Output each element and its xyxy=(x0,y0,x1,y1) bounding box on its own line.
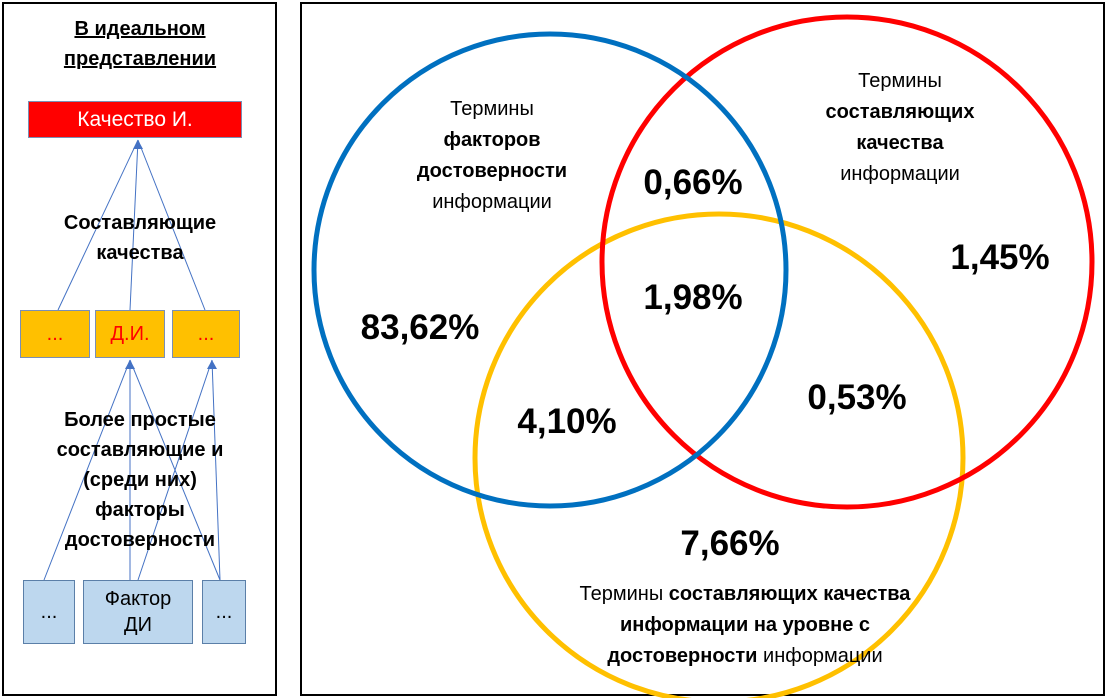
factor-box-left: ... xyxy=(23,580,75,644)
blue-set-label: Термины факторов достоверности информаци… xyxy=(416,98,568,213)
red-only-value: 1,45% xyxy=(950,238,1050,277)
red-circle xyxy=(599,14,1095,510)
yellow-circle xyxy=(472,211,966,698)
venn-panel xyxy=(300,2,1105,696)
simple-components-label: Более простые составляющие и (среди них)… xyxy=(56,409,224,551)
factor-box-right: ... xyxy=(202,580,246,644)
components-label: Составляющие качества xyxy=(63,212,217,264)
yellow-set-label: Термины составляющих качества информации… xyxy=(579,583,911,667)
red-set-label: Термины составляющих качества информации xyxy=(825,70,975,185)
hierarchy-heading: В идеальном представлении xyxy=(63,18,217,70)
yellow-only-value: 7,66% xyxy=(680,524,780,563)
blue-circle xyxy=(311,31,789,509)
blue-only-value: 83,62% xyxy=(360,308,480,347)
red-yellow-value: 0,53% xyxy=(807,378,907,417)
reliability-box: Д.И. xyxy=(95,310,165,358)
component-box-right: ... xyxy=(172,310,240,358)
blue-yellow-value: 4,10% xyxy=(517,402,617,441)
component-box-left: ... xyxy=(20,310,90,358)
all-three-value: 1,98% xyxy=(643,278,743,317)
blue-red-value: 0,66% xyxy=(643,163,743,202)
quality-box: Качество И. xyxy=(28,101,242,138)
reliability-factor-box: Фактор ДИ xyxy=(83,580,193,644)
